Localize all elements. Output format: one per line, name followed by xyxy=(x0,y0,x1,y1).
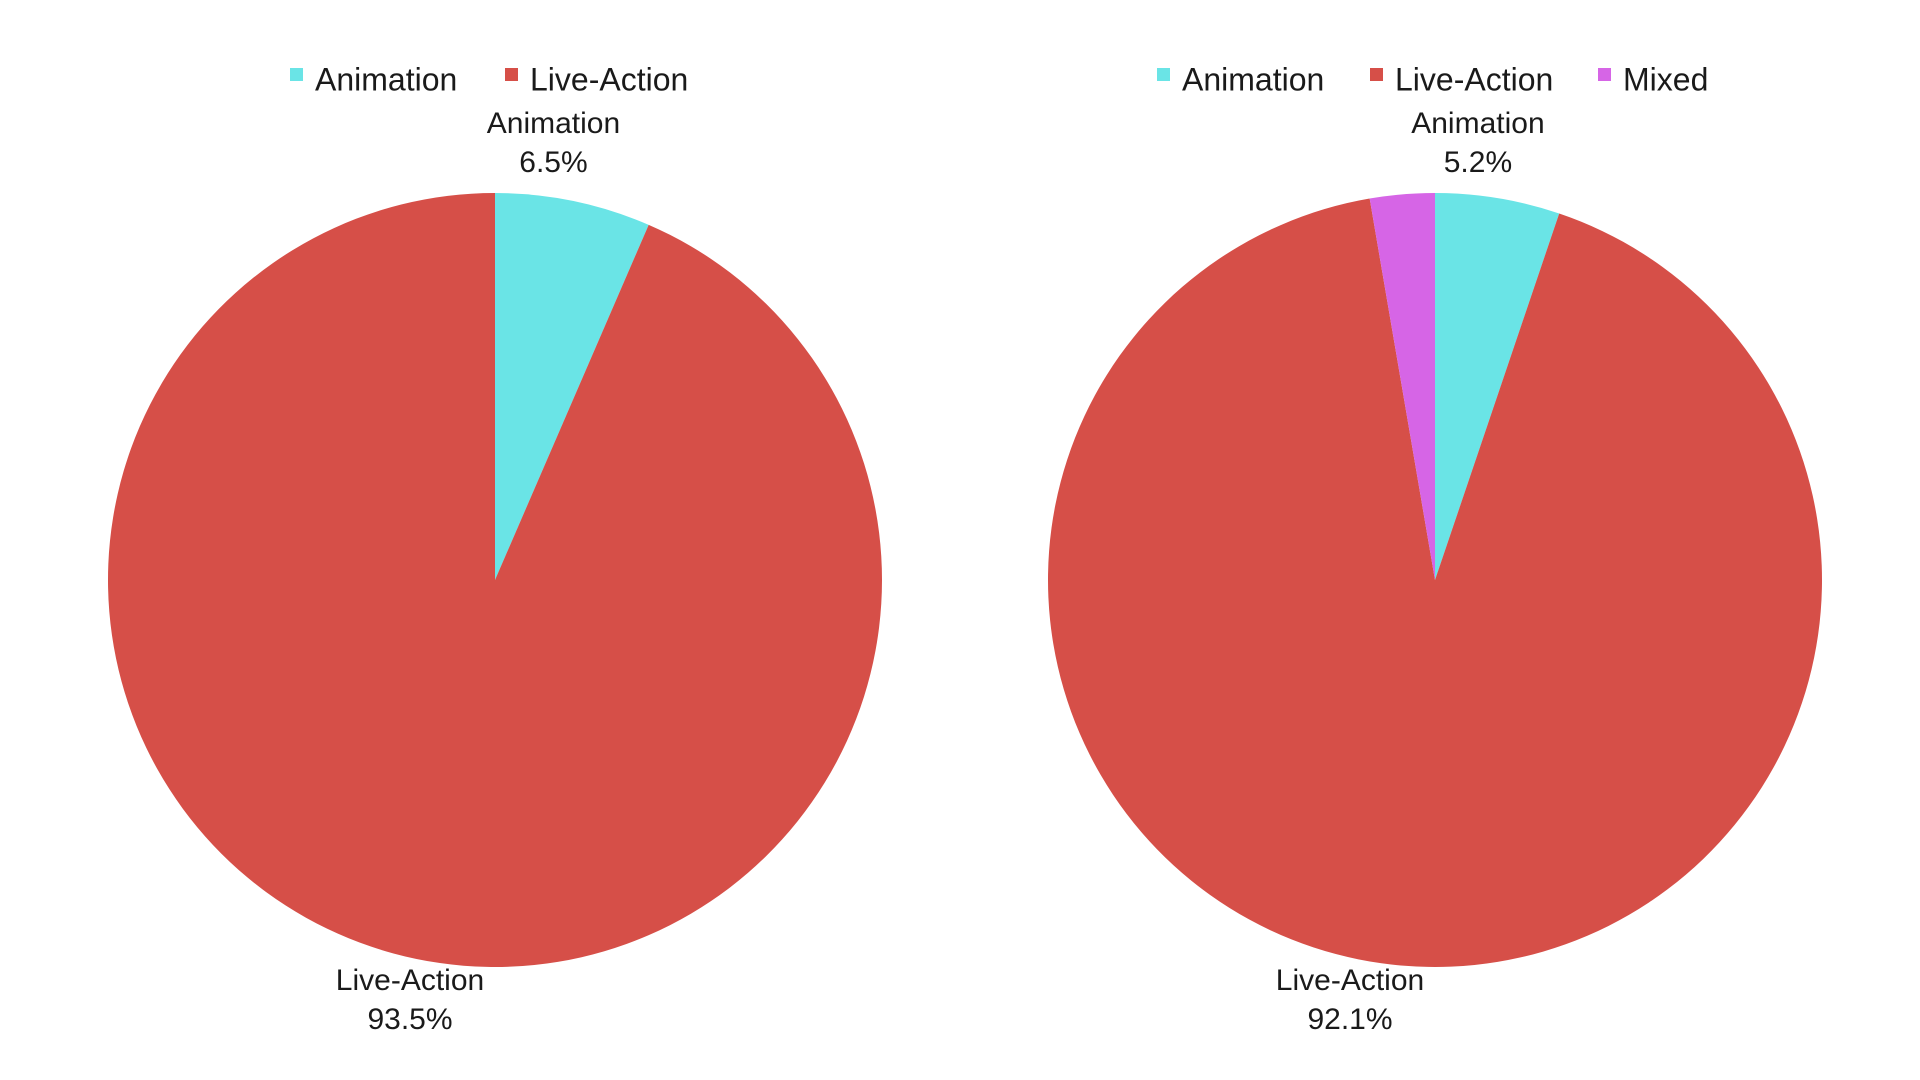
legend-swatch xyxy=(1370,68,1383,81)
slice-label-name: Animation xyxy=(487,107,620,140)
legend-swatch xyxy=(1157,68,1170,81)
legend-swatch xyxy=(1598,68,1611,81)
pie-slice-live-action xyxy=(1048,198,1822,967)
legend: Animation Live-Action Mixed xyxy=(1157,61,1708,97)
pie-chart-2: Animation Live-Action Mixed Animation 5.2% Li… xyxy=(1048,61,1822,1036)
pie-slice-animation xyxy=(495,193,649,580)
slice-label-name: Live-Action xyxy=(336,964,484,997)
legend-swatch xyxy=(505,68,518,81)
pie-slice-live-action xyxy=(107,193,882,968)
slice-label-value: 5.2% xyxy=(1444,146,1512,179)
legend-item-label: Animation xyxy=(1182,61,1324,97)
legend: Animation Live-Action xyxy=(290,61,688,97)
legend-item-label: Live-Action xyxy=(1395,61,1553,97)
legend-item-label: Live-Action xyxy=(530,61,688,97)
legend-item-label: Animation xyxy=(315,61,457,97)
slice-label-value: 93.5% xyxy=(367,1003,452,1036)
slice-label-value: 6.5% xyxy=(519,146,587,179)
legend-item-label: Mixed xyxy=(1623,61,1708,97)
slice-label-name: Live-Action xyxy=(1276,964,1424,997)
pie-slice-mixed xyxy=(1369,193,1435,580)
pie-slice-animation xyxy=(1435,193,1560,580)
slice-label-value: 92.1% xyxy=(1307,1003,1392,1036)
pie-chart-1: Animation Live-Action Animation 6.5% Live-Ac… xyxy=(107,61,882,1036)
slice-label-name: Animation xyxy=(1411,107,1544,140)
legend-swatch xyxy=(290,68,303,81)
